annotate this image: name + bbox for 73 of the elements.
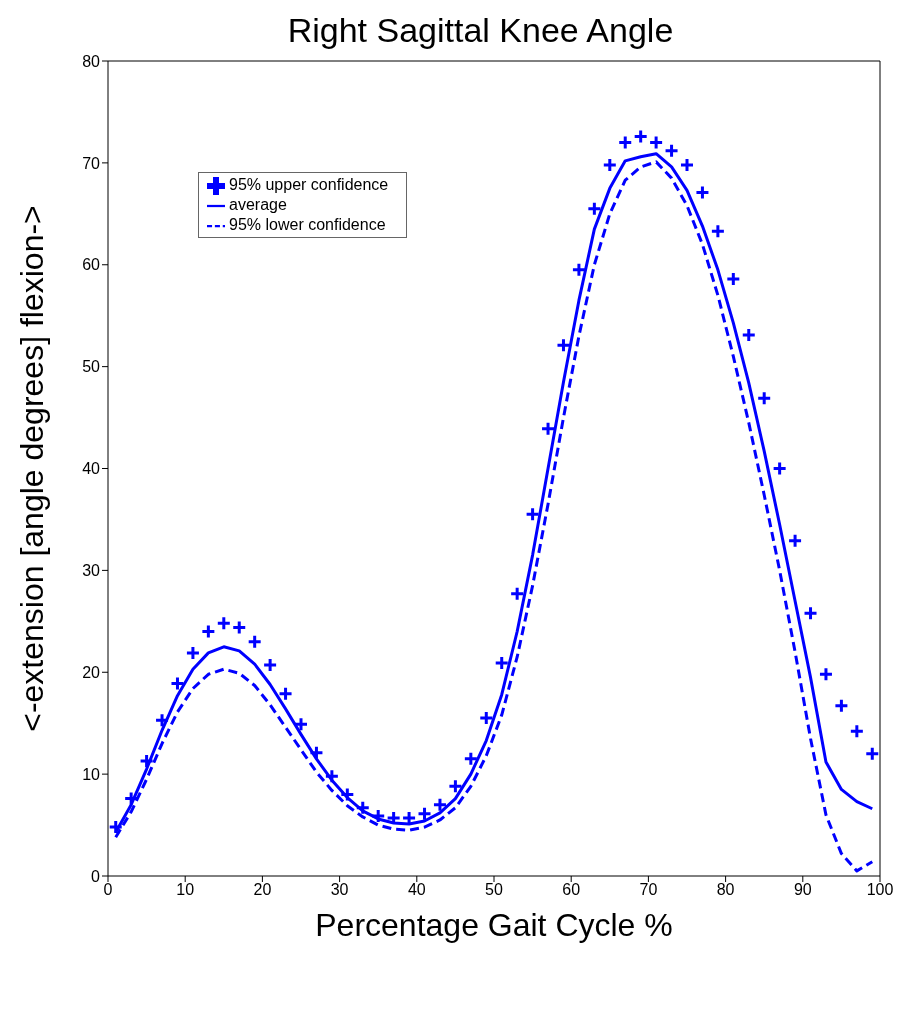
- x-tick-label: 20: [253, 881, 272, 899]
- point: [803, 605, 819, 621]
- y-tick-label: 50: [82, 358, 101, 376]
- y-tick-label: 40: [82, 460, 101, 478]
- legend-label: average: [229, 196, 287, 213]
- x-tick-label: 30: [330, 881, 349, 899]
- x-tick-label: 60: [562, 881, 581, 899]
- point: [324, 768, 340, 784]
- y-tick-label: 80: [82, 52, 101, 70]
- point: [339, 787, 355, 802]
- point: [494, 655, 510, 671]
- point: [216, 615, 232, 631]
- point: [571, 262, 587, 278]
- point: [617, 135, 633, 150]
- x-tick-label: 70: [639, 881, 658, 899]
- point: [679, 157, 695, 173]
- point: [725, 271, 741, 287]
- point: [741, 327, 757, 343]
- point: [787, 533, 803, 549]
- point: [633, 128, 649, 144]
- point: [602, 157, 618, 173]
- chart-title: Right Sagittal Knee Angle: [286, 10, 675, 51]
- point: [772, 461, 788, 476]
- point: [664, 143, 680, 159]
- x-tick-label: 50: [485, 881, 503, 899]
- x-tick-label: 80: [716, 881, 735, 899]
- point: [200, 624, 216, 639]
- point: [262, 657, 278, 673]
- y-tick-label: 60: [82, 256, 101, 274]
- point: [555, 337, 571, 353]
- point: [648, 135, 664, 150]
- point: [694, 184, 710, 200]
- point: [308, 745, 324, 761]
- point: [833, 698, 849, 714]
- point: [756, 390, 772, 406]
- point: [432, 797, 448, 813]
- x-tick-label: 10: [176, 881, 195, 899]
- point: [540, 421, 556, 437]
- point: [478, 710, 494, 726]
- y-axis-title: <-extension [angle degrees] flexion->: [14, 205, 51, 732]
- y-tick-label: 20: [82, 663, 101, 681]
- x-axis-title: Percentage Gait Cycle %: [315, 907, 673, 943]
- point: [849, 723, 865, 739]
- point: [509, 586, 525, 602]
- y-tick-label: 70: [82, 154, 101, 172]
- point: [123, 791, 139, 807]
- x-tick-label: 0: [103, 881, 113, 899]
- point: [447, 778, 463, 794]
- point: [818, 666, 834, 682]
- point: [355, 800, 371, 816]
- x-tick-label: 90: [793, 881, 812, 899]
- point: [185, 645, 201, 661]
- point: [231, 619, 247, 635]
- point: [169, 675, 185, 691]
- legend-label: 95% upper confidence: [229, 176, 389, 193]
- point: [525, 506, 541, 522]
- y-tick-label: 0: [91, 867, 101, 885]
- point: [586, 201, 602, 217]
- point: [463, 751, 479, 767]
- point: [278, 686, 294, 702]
- x-tick-label: 100: [866, 881, 894, 899]
- y-tick-label: 30: [82, 562, 101, 580]
- point: [139, 753, 155, 769]
- point: [154, 712, 170, 728]
- point: [864, 746, 880, 762]
- point: [417, 806, 433, 822]
- point: [247, 634, 263, 650]
- point: [710, 223, 726, 239]
- point: [293, 716, 309, 732]
- legend-label: 95% lower confidence: [229, 216, 386, 233]
- x-tick-label: 40: [407, 881, 426, 899]
- point: [370, 808, 386, 824]
- y-tick-label: 10: [82, 765, 101, 783]
